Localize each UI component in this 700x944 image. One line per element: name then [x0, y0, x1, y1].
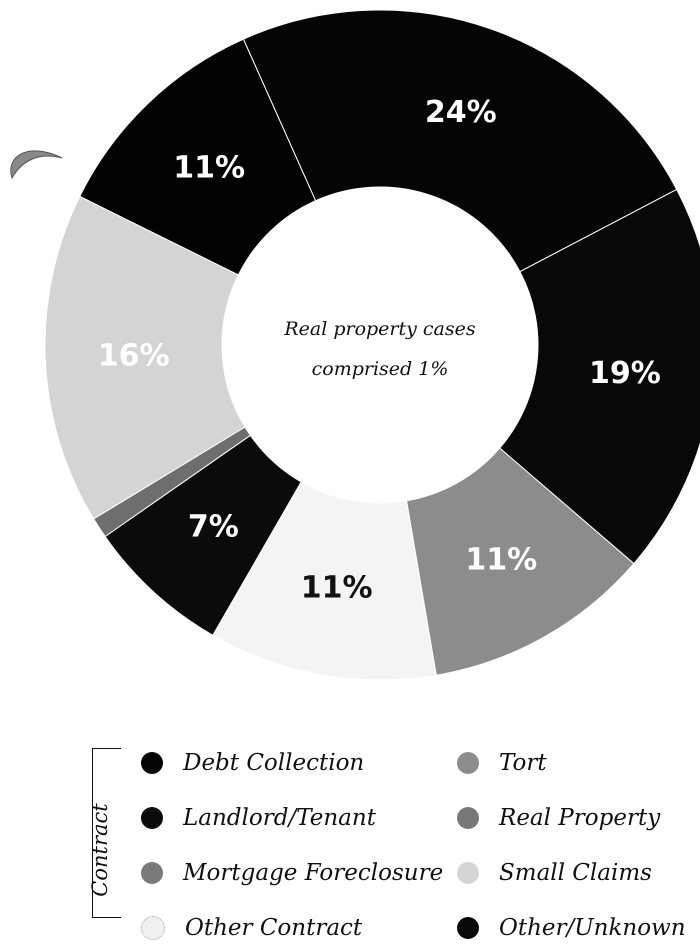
- page-curl-decoration: [10, 150, 63, 180]
- slice-small-claims: [44, 195, 246, 520]
- legend-label: Small Claims: [499, 860, 652, 886]
- legend-item-other-contract: Other Contract: [141, 912, 362, 944]
- legend-swatch-other-unknown: [457, 917, 479, 939]
- legend-label: Landlord/Tenant: [183, 805, 376, 831]
- slice-other-unknown: [499, 188, 700, 565]
- slice-value-label: 11%: [465, 543, 537, 578]
- slice-debt-collection: [242, 9, 678, 273]
- legend-swatch-debt-collection: [141, 752, 163, 774]
- legend-item-landlord-tenant: Landlord/Tenant: [141, 802, 376, 834]
- legend-swatch-tort: [457, 752, 479, 774]
- legend-label: Other/Unknown: [499, 915, 686, 941]
- donut-slices: [44, 9, 700, 681]
- legend-label: Other Contract: [185, 915, 363, 941]
- legend-label: Debt Collection: [183, 750, 365, 776]
- legend-item-real-property: Real Property: [457, 802, 660, 834]
- slice-value-label: 19%: [589, 356, 661, 391]
- legend-item-debt-collection: Debt Collection: [141, 747, 364, 779]
- slice-tort: [405, 447, 635, 676]
- legend-swatch-mortgage-foreclosure: [141, 862, 163, 884]
- legend-item-tort: Tort: [457, 747, 547, 779]
- slice-other-contract: [212, 481, 437, 681]
- legend-item-other-unknown: Other/Unknown: [457, 912, 686, 944]
- slice-value-label: 11%: [173, 150, 245, 185]
- donut-chart: 24% 19% 11% 11% 7% 16% 11% Real property cases…: [10, 9, 700, 681]
- legend-item-small-claims: Small Claims: [457, 857, 652, 889]
- legend-label: Mortgage Foreclosure: [183, 860, 444, 886]
- slice-landlord-tenant: [79, 38, 317, 276]
- center-note-line-1: Real property cases: [283, 318, 476, 340]
- slice-value-label: 24%: [425, 95, 497, 130]
- legend-label: Tort: [499, 750, 547, 776]
- contract-group-label: Contract: [88, 803, 112, 897]
- contract-bracket: [92, 748, 121, 918]
- legend: Contract Debt Collection Landlord/Tenant…: [0, 730, 700, 942]
- slice-labels: 24% 19% 11% 11% 7% 16% 11%: [98, 95, 661, 606]
- legend-swatch-real-property: [457, 807, 479, 829]
- legend-swatch-landlord-tenant: [141, 807, 163, 829]
- legend-swatch-other-contract: [141, 916, 165, 940]
- center-note-line-2: comprised 1%: [312, 358, 449, 380]
- slice-value-label: 7%: [188, 510, 239, 545]
- legend-label: Real Property: [499, 805, 661, 831]
- slice-value-label: 16%: [98, 339, 170, 374]
- legend-item-mortgage-foreclosure: Mortgage Foreclosure: [141, 857, 443, 889]
- slice-value-label: 11%: [301, 571, 373, 606]
- legend-swatch-small-claims: [457, 862, 479, 884]
